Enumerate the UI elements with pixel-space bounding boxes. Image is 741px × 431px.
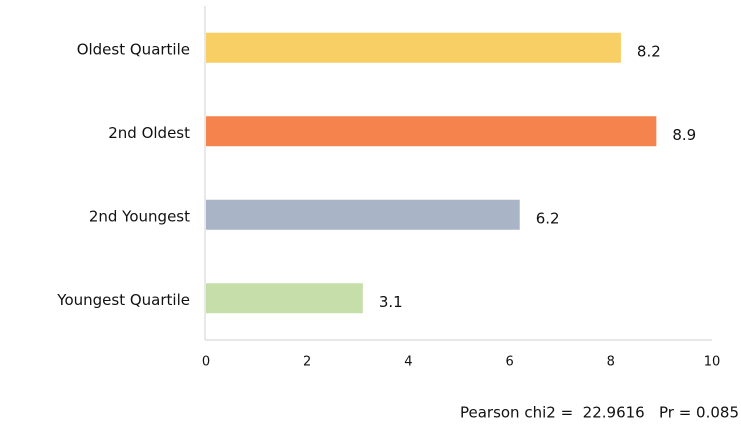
bar bbox=[206, 199, 520, 230]
bar bbox=[206, 32, 621, 63]
y-tick-label: 2nd Youngest bbox=[89, 207, 190, 225]
x-tick-label: 8 bbox=[607, 355, 615, 370]
data-label: 8.9 bbox=[672, 126, 696, 144]
x-tick-label: 4 bbox=[404, 355, 412, 370]
y-tick-label: Youngest Quartile bbox=[56, 291, 190, 309]
data-label: 6.2 bbox=[536, 209, 560, 227]
x-tick-label: 2 bbox=[303, 355, 311, 370]
y-tick-label: 2nd Oldest bbox=[108, 124, 190, 142]
data-label: 8.2 bbox=[637, 42, 661, 60]
y-tick-label: Oldest Quartile bbox=[77, 40, 190, 58]
annotation: Pearson chi2 = 22.9616 Pr = 0.085 bbox=[460, 404, 739, 422]
x-tick-label: 0 bbox=[202, 355, 210, 370]
bar bbox=[206, 116, 657, 147]
x-tick-label: 6 bbox=[505, 355, 513, 370]
bar bbox=[206, 283, 363, 314]
data-label: 3.1 bbox=[379, 293, 403, 311]
x-tick-label: 10 bbox=[704, 355, 721, 370]
